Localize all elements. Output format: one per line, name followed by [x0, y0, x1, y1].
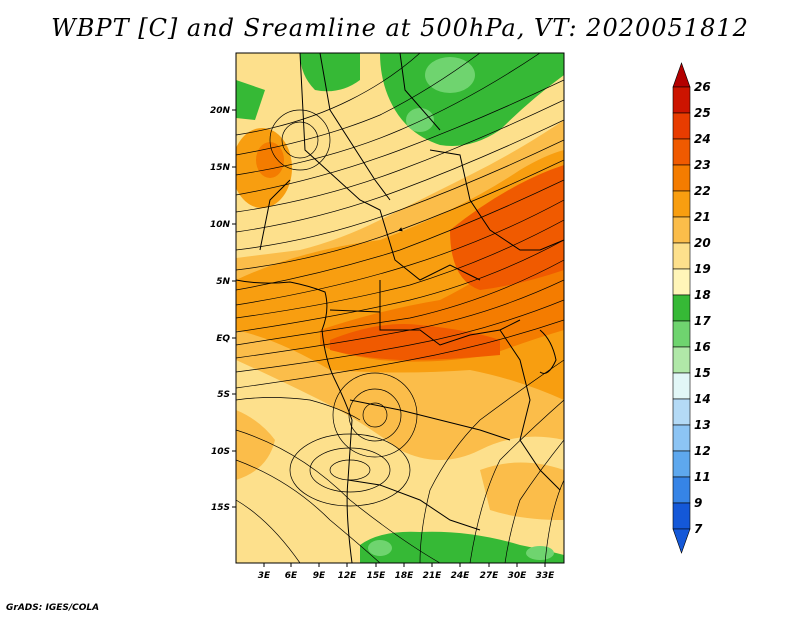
- legend-label: 15: [694, 366, 711, 380]
- color-legend: 26 25 24 23 22 21 20 19 18 17 16 15 14 13 12 11 9 7: [672, 62, 711, 554]
- lon-label-27e: 27E: [480, 571, 500, 581]
- legend-label: 22: [694, 184, 711, 198]
- lat-label-5s: 5S: [217, 390, 230, 400]
- streamlines: [236, 53, 564, 563]
- legend-label: 21: [694, 210, 711, 224]
- legend-label: 16: [694, 340, 711, 354]
- lon-axis: 3E 6E 9E 12E 15E 18E 21E 24E 27E 30E 33E: [258, 563, 555, 581]
- lat-label-15s: 15S: [211, 503, 230, 513]
- legend-swatch: [672, 372, 691, 400]
- legend-swatch: [672, 398, 691, 426]
- lon-label-6e: 6E: [285, 571, 298, 581]
- legend-label: 13: [694, 418, 711, 432]
- legend-label: 17: [694, 314, 711, 328]
- legend-swatch: [672, 138, 691, 166]
- lat-label-5n: 5N: [216, 277, 230, 287]
- lon-label-24e: 24E: [451, 571, 471, 581]
- legend-swatch: [672, 502, 691, 530]
- lon-label-21e: 21E: [423, 571, 443, 581]
- legend-swatch: [672, 216, 691, 244]
- lat-label-10n: 10N: [210, 220, 231, 230]
- legend-swatch: [672, 476, 691, 504]
- legend-swatch: [672, 86, 691, 114]
- legend-swatch: [672, 268, 691, 296]
- legend-label: 12: [694, 444, 711, 458]
- lon-label-3e: 3E: [258, 571, 271, 581]
- legend-label: 19: [694, 262, 711, 276]
- lat-label-15n: 15N: [210, 163, 231, 173]
- legend-swatch: [672, 164, 691, 192]
- legend-swatch: [672, 450, 691, 478]
- lon-label-18e: 18E: [395, 571, 415, 581]
- lon-label-33e: 33E: [536, 571, 556, 581]
- legend-swatch: [672, 190, 691, 218]
- map-title: WBPT [C] and Sreamline at 500hPa, VT: 20…: [51, 14, 749, 42]
- lon-label-30e: 30E: [508, 571, 528, 581]
- legend-label: 18: [694, 288, 711, 302]
- lat-label-eq: EQ: [216, 334, 230, 344]
- legend-swatch: [672, 346, 691, 374]
- legend-label: 24: [694, 132, 711, 146]
- lat-axis: 20N 15N 10N 5N EQ 5S 10S 15S: [210, 106, 236, 513]
- legend-label: 25: [694, 106, 711, 120]
- legend-label: 23: [694, 158, 711, 172]
- legend-swatch: [672, 112, 691, 140]
- wbpt-field: [236, 53, 564, 563]
- legend-label: 20: [694, 236, 711, 250]
- lon-label-15e: 15E: [367, 571, 387, 581]
- legend-swatch: [672, 320, 691, 348]
- map-frame: [235, 52, 565, 564]
- legend-swatch: [672, 424, 691, 452]
- legend-arrow-bottom: [672, 528, 691, 554]
- lon-label-12e: 12E: [338, 571, 358, 581]
- lat-label-10s: 10S: [211, 447, 230, 457]
- legend-swatch: [672, 294, 691, 322]
- legend-label: 7: [694, 522, 703, 536]
- lon-label-9e: 9E: [313, 571, 326, 581]
- lat-label-20n: 20N: [210, 106, 231, 116]
- legend-label: 9: [694, 496, 702, 510]
- credit-text: GrADS: IGES/COLA: [6, 603, 100, 613]
- legend-label: 14: [694, 392, 711, 406]
- legend-label: 11: [694, 470, 711, 484]
- legend-swatch: [672, 242, 691, 270]
- legend-label: 26: [694, 80, 711, 94]
- legend-arrow-top: [672, 62, 691, 88]
